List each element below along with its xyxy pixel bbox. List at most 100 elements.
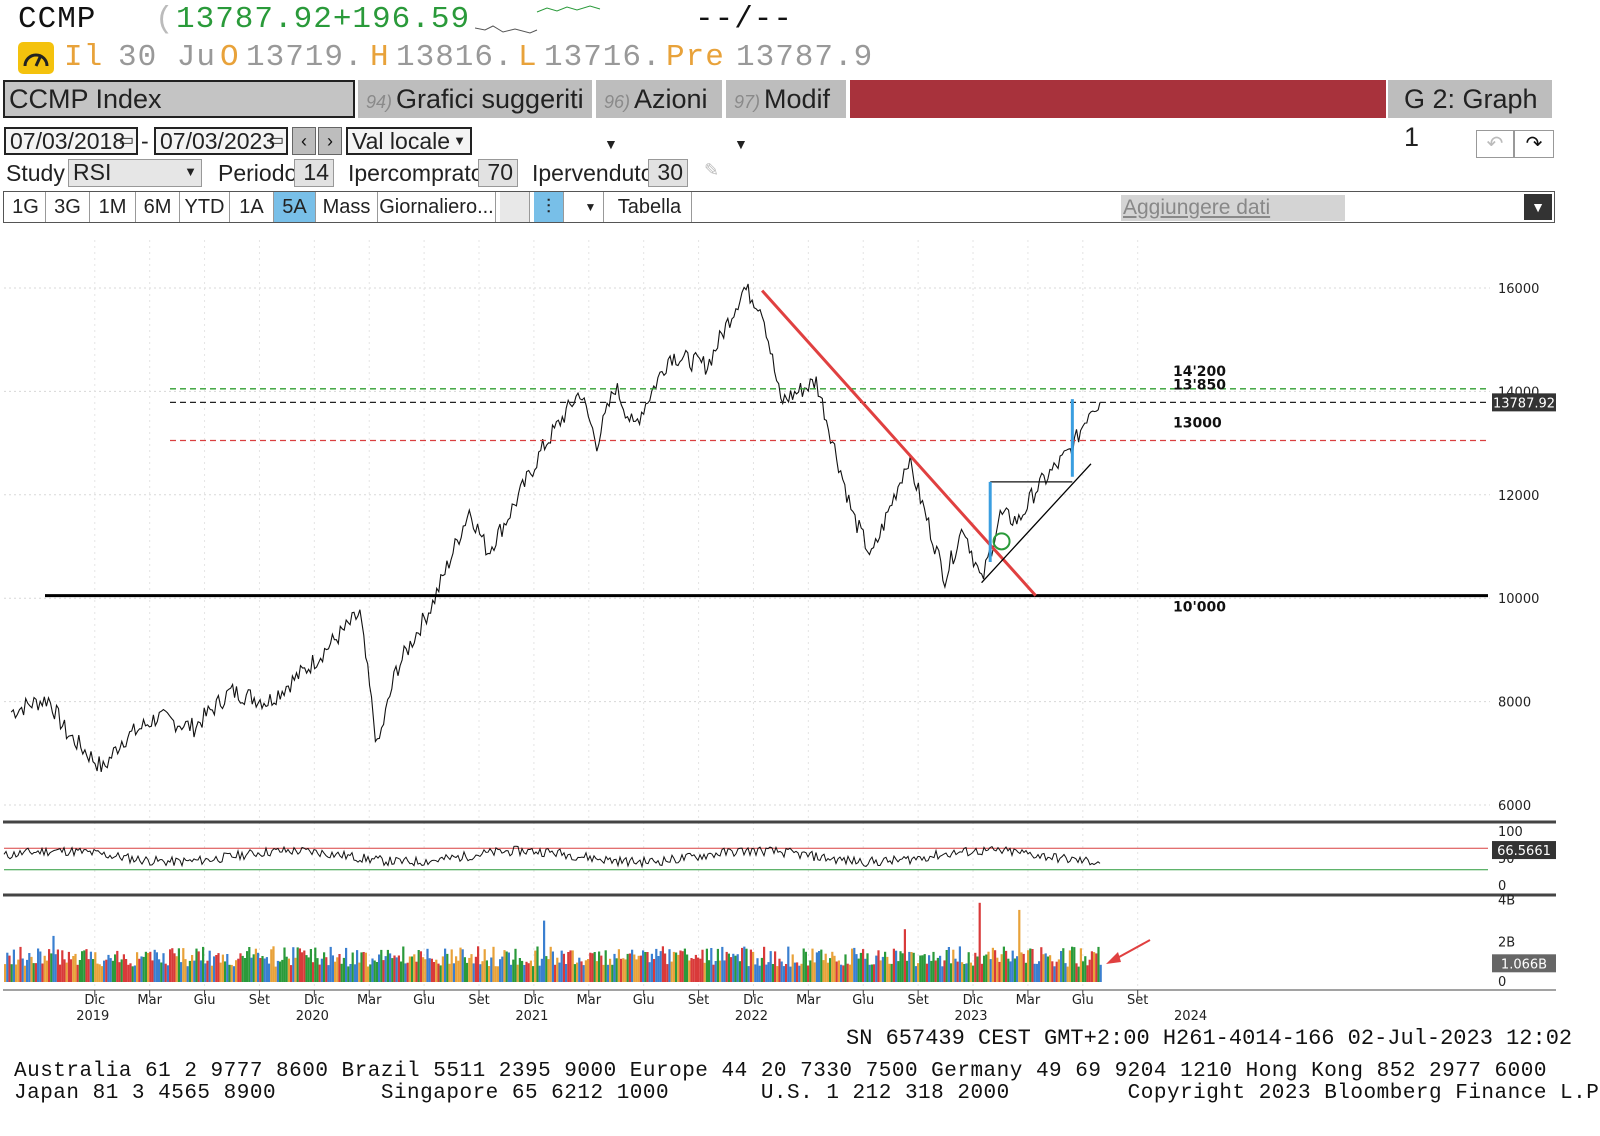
volume-bar: [829, 958, 832, 982]
volume-bar: [501, 956, 504, 982]
volume-bar: [382, 960, 385, 982]
overbought-field[interactable]: 70: [478, 159, 518, 187]
volume-bar: [70, 959, 73, 982]
volume-bar: [947, 947, 950, 982]
volume-bar: [670, 961, 673, 982]
volume-bar: [114, 954, 117, 982]
volume-bar: [50, 953, 53, 982]
volume-bar: [272, 946, 275, 982]
volume-bar: [837, 960, 840, 982]
volume-bar: [430, 958, 433, 982]
table-button[interactable]: Tabella: [608, 192, 692, 222]
volume-bar: [461, 949, 464, 982]
volume-bar: [404, 963, 407, 982]
volume-bar: [358, 962, 361, 982]
chevron-down-icon[interactable]: ▼: [1524, 194, 1552, 220]
calendar-icon[interactable]: ▭: [268, 132, 284, 149]
volume-bar: [52, 935, 55, 982]
currency-select[interactable]: Val locale ▼: [346, 127, 472, 155]
range-mass[interactable]: Mass: [316, 192, 378, 222]
volume-bar: [417, 950, 420, 982]
volume-bar: [362, 952, 365, 982]
volume-bar: [635, 959, 638, 982]
oversold-field[interactable]: 30: [648, 159, 688, 187]
volume-bar: [582, 965, 585, 982]
toolbar-band: [850, 80, 1386, 118]
volume-bar: [914, 966, 917, 982]
oversold-label: Ipervenduto: [532, 160, 654, 186]
volume-bar: [305, 955, 308, 982]
volume-bar: [17, 959, 20, 982]
study-select[interactable]: RSI ▼: [68, 159, 202, 187]
volume-bar: [972, 965, 975, 982]
range-6m[interactable]: 6M: [136, 192, 180, 222]
volume-bar: [188, 960, 191, 982]
volume-bar: [1011, 950, 1014, 982]
volume-bar: [265, 957, 268, 982]
blank-button[interactable]: [500, 192, 530, 222]
volume-bar: [752, 951, 755, 982]
menu-azioni[interactable]: 96) Azioni ▼: [596, 80, 724, 152]
range-3g[interactable]: 3G: [46, 192, 90, 222]
volume-bar: [567, 952, 570, 982]
year-label: 2023: [954, 1009, 987, 1024]
period-field[interactable]: 14: [294, 159, 334, 187]
volume-bar: [1073, 947, 1076, 982]
frequency-select[interactable]: Giornaliero...: [378, 192, 496, 222]
price-series-line: [10, 283, 1101, 773]
open-value: 13719.: [246, 40, 364, 75]
security-field[interactable]: CCMP Index: [3, 80, 355, 118]
chart-type-icon[interactable]: ⫶: [534, 192, 564, 222]
chevron-down-icon[interactable]: ▼: [578, 192, 604, 222]
range-ytd[interactable]: YTD: [180, 192, 230, 222]
volume-bar: [648, 962, 651, 982]
volume-bar: [624, 959, 627, 982]
volume-bar: [745, 948, 748, 982]
volume-bar: [19, 946, 22, 982]
range-1a[interactable]: 1A: [230, 192, 274, 222]
volume-bar: [162, 953, 165, 982]
menu-grafici-suggeriti[interactable]: 94)Grafici suggeriti ▼: [358, 80, 594, 152]
volume-bar: [85, 949, 88, 982]
start-date-field[interactable]: 07/03/2018 ▭: [4, 127, 138, 155]
prev-period-arrow-icon[interactable]: ‹: [292, 127, 316, 155]
price-change: 13787.92+196.59: [176, 2, 471, 37]
range-5a[interactable]: 5A: [274, 192, 316, 222]
volume-bar: [664, 953, 667, 982]
volume-bar: [131, 966, 134, 982]
volume-bar: [217, 953, 220, 982]
calendar-icon[interactable]: ▭: [118, 132, 134, 149]
volume-bar: [943, 960, 946, 982]
end-date-field[interactable]: 07/03/2023 ▭: [154, 127, 288, 155]
volume-bar: [424, 959, 427, 982]
next-period-arrow-icon[interactable]: ›: [318, 127, 342, 155]
volume-bar: [257, 952, 260, 982]
pencil-icon[interactable]: ✎: [704, 160, 720, 180]
volume-bar: [613, 953, 616, 982]
redo-icon[interactable]: ↷: [1514, 130, 1554, 158]
volume-bar: [199, 960, 202, 982]
volume-bar: [738, 961, 741, 982]
graph-name[interactable]: G 2: Graph 1: [1388, 80, 1554, 152]
volume-bar: [89, 951, 92, 982]
volume-bar: [426, 948, 429, 982]
range-1m[interactable]: 1M: [90, 192, 136, 222]
speedometer-icon[interactable]: [18, 42, 54, 74]
volume-bar: [655, 948, 658, 982]
volume-bar: [109, 958, 112, 982]
range-1g[interactable]: 1G: [6, 192, 46, 222]
level-label: 14'200: [1173, 364, 1226, 380]
volume-bar: [950, 963, 953, 982]
volume-bar: [653, 959, 656, 982]
volume-bar: [72, 956, 75, 982]
undo-icon[interactable]: ↶: [1476, 130, 1514, 158]
volume-bar: [364, 952, 367, 982]
volume-bar: [6, 952, 9, 982]
year-label: 2019: [76, 1009, 109, 1024]
volume-bar: [356, 950, 359, 982]
add-data-field[interactable]: Aggiungere dati: [1121, 195, 1345, 221]
volume-bar: [158, 959, 161, 982]
menu-modif[interactable]: 97) Modif ▼: [726, 80, 848, 152]
volume-bar: [294, 957, 297, 982]
volume-bar: [985, 954, 988, 982]
